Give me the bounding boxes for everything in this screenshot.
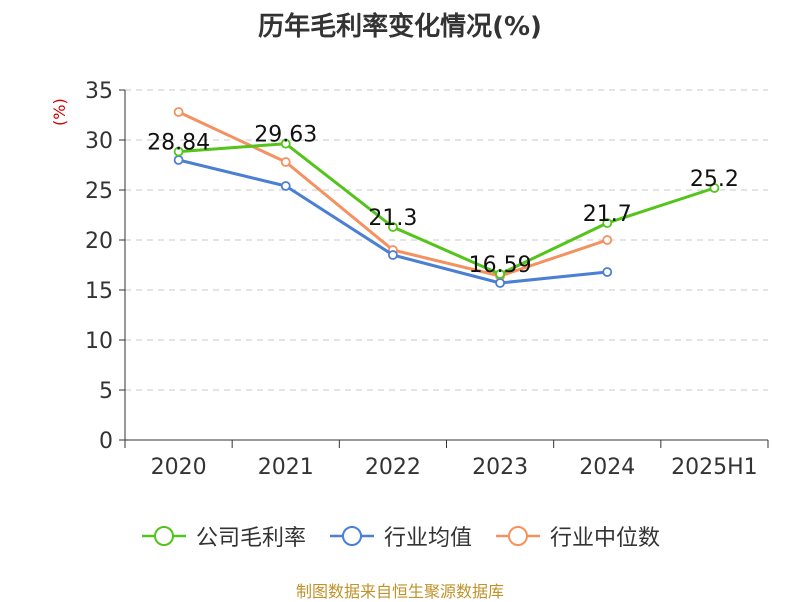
legend-marker-industry-median-icon (496, 526, 540, 546)
series-1-point-2021 (280, 181, 291, 191)
series-0-point-2023 (495, 269, 505, 280)
series-0-point-2024 (602, 218, 613, 228)
data-label-2020: 28.84 (147, 131, 210, 156)
y-tick-label-35: 35 (85, 79, 113, 104)
legend-label-company: 公司毛利率 (195, 526, 306, 551)
y-tick-label-15: 15 (85, 279, 113, 304)
data-label-2022: 21.3 (368, 206, 417, 231)
series-1-point-2023 (495, 278, 505, 288)
series-0-point-2020 (173, 146, 184, 157)
x-tick-label-2022: 2022 (365, 455, 421, 480)
y-tick-label-0: 0 (99, 429, 113, 454)
series-0-point-2025H1 (709, 183, 720, 193)
series-1-point-2022 (388, 250, 398, 260)
x-tick-label-2021: 2021 (258, 455, 314, 480)
y-tick-label-20: 20 (85, 229, 113, 254)
series-0-point-2021 (280, 138, 291, 149)
x-tick-label-2023: 2023 (472, 455, 528, 480)
series-2-point-2020 (173, 107, 184, 117)
legend-label-industry-median: 行业中位数 (550, 526, 661, 551)
legend-label-industry-average: 行业均值 (383, 526, 472, 551)
y-tick-label-25: 25 (85, 179, 113, 204)
series-1-point-2020 (173, 155, 184, 165)
legend-item-industry-median[interactable]: 行业中位数 (494, 520, 660, 552)
legend-marker-industry-average-icon (329, 526, 374, 546)
series-1-point-2024 (602, 267, 613, 277)
data-label-2023: 16.59 (469, 253, 532, 278)
data-label-2021: 29.63 (254, 123, 317, 148)
series-line-0 (178, 142, 715, 276)
data-source-note: 制图数据来自恒生聚源数据库 (295, 582, 504, 601)
data-label-2025H1: 25.2 (690, 167, 739, 192)
legend-item-industry-average[interactable]: 行业均值 (328, 520, 472, 552)
legend-item-company[interactable]: 公司毛利率 (140, 520, 306, 552)
x-tick-label-2020: 2020 (151, 455, 207, 480)
series-0-point-2022 (388, 222, 398, 232)
x-tick-label-2025H1: 2025H1 (671, 455, 758, 480)
data-label-2024: 21.7 (583, 202, 632, 227)
x-tick-label-2024: 2024 (579, 455, 635, 480)
legend: 公司毛利率 行业均值 行业中位数 (0, 520, 800, 552)
y-tick-label-10: 10 (85, 329, 113, 354)
series-2-point-2024 (602, 235, 613, 245)
y-tick-label-30: 30 (85, 129, 113, 154)
y-tick-label-5: 5 (99, 379, 113, 404)
chart-title: 历年毛利率变化情况(%) (258, 12, 542, 42)
legend-marker-company-icon (141, 526, 186, 546)
series-2-point-2021 (280, 157, 291, 167)
